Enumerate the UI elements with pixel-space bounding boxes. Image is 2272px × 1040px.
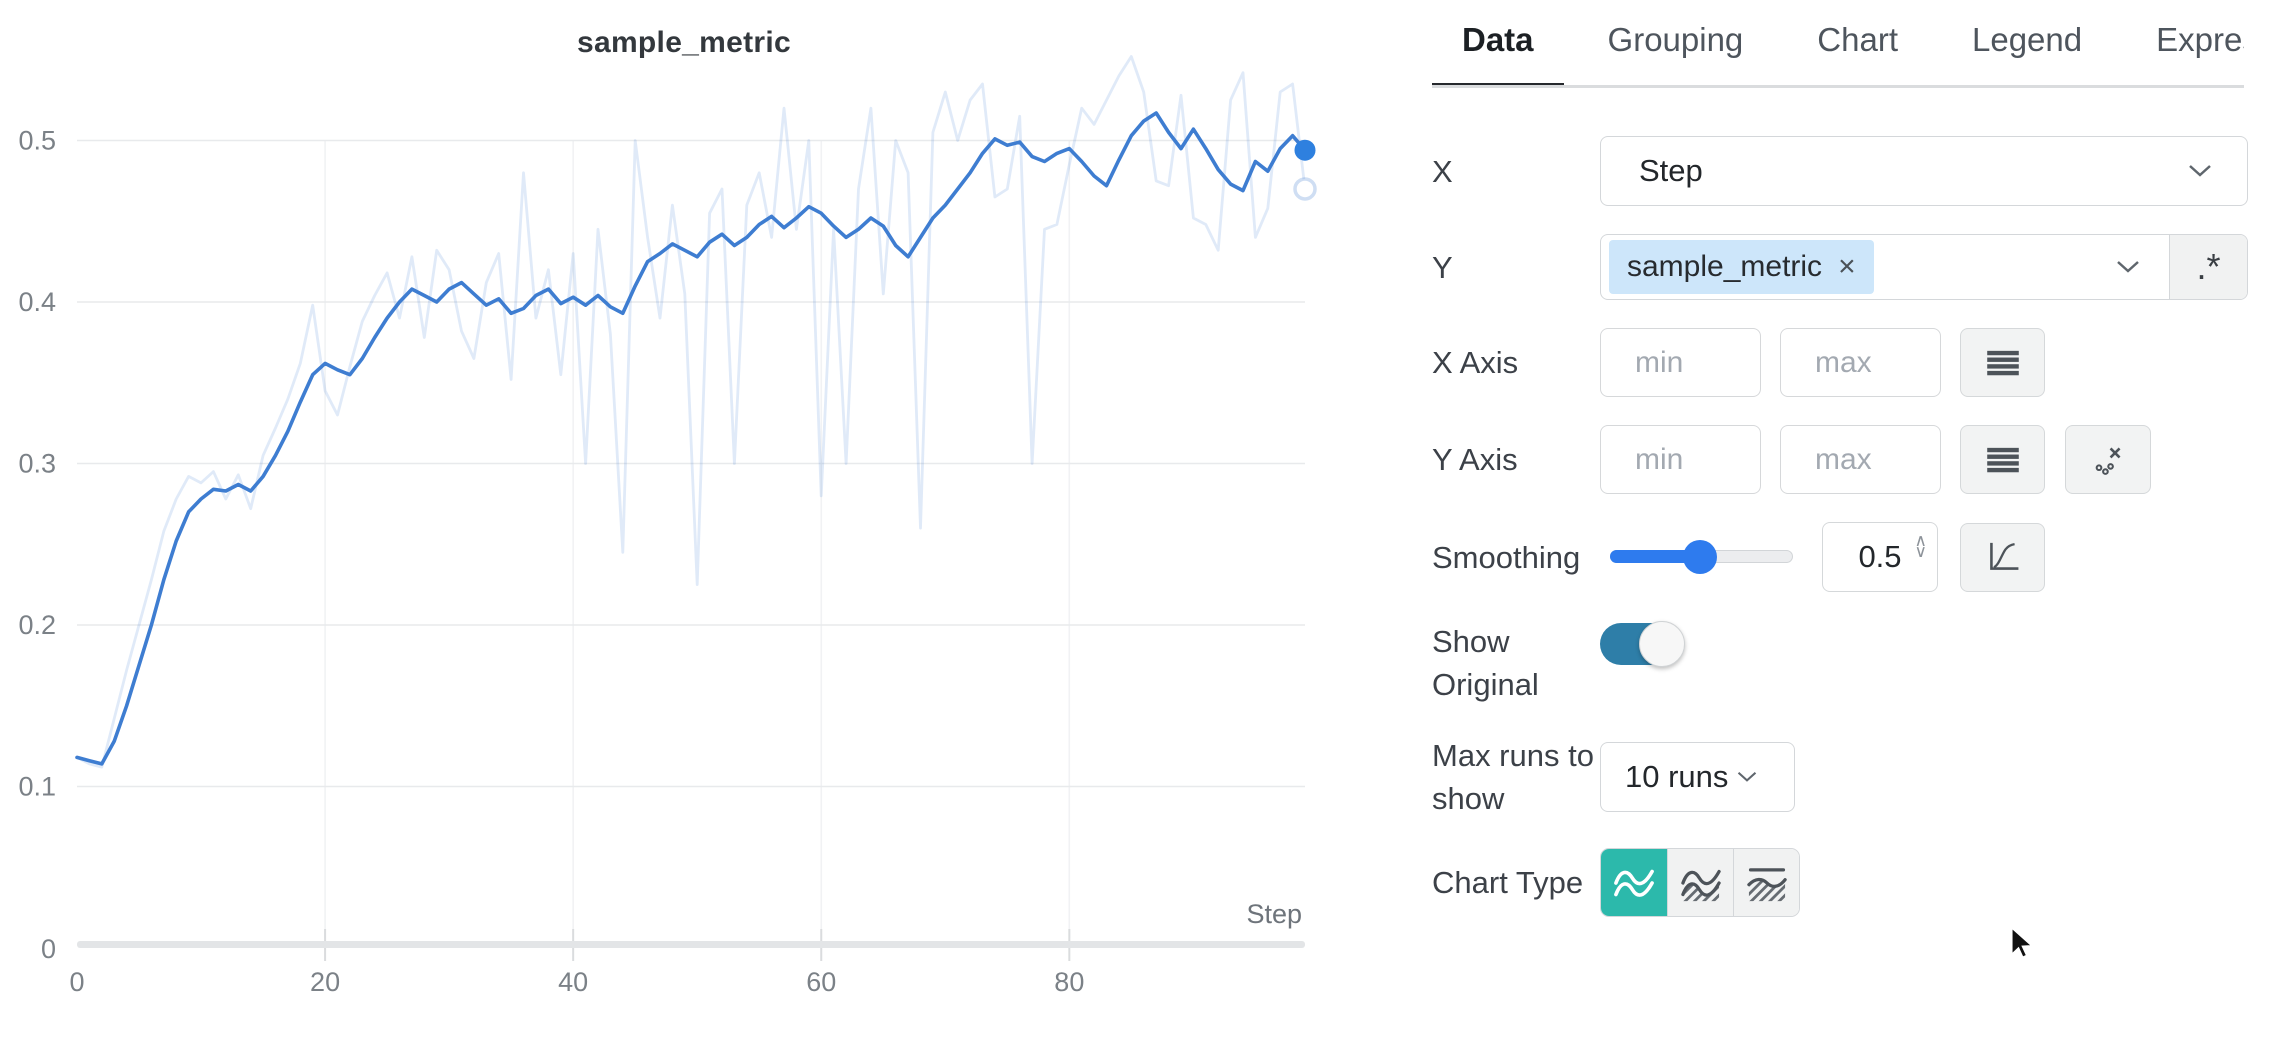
smoothing-row: Smoothing ∧ ∨ (1432, 522, 2272, 592)
chevron-down-icon (2117, 261, 2139, 273)
spinner-down-icon[interactable]: ∨ (1914, 542, 1927, 561)
y-metric-dropdown[interactable]: sample_metric × (1601, 235, 2169, 299)
log-scale-icon (1986, 350, 2019, 375)
x-axis-log-scale-button[interactable] (1960, 328, 2045, 397)
svg-text:60: 60 (806, 967, 836, 997)
show-original-row: Show Original (1432, 620, 2272, 706)
chart-type-line-button[interactable] (1601, 849, 1667, 916)
svg-text:0.1: 0.1 (18, 772, 56, 802)
x-axis-label: X Axis (1432, 345, 1519, 380)
svg-text:20: 20 (310, 967, 340, 997)
svg-text:0.5: 0.5 (18, 126, 56, 156)
max-runs-value: 10 runs (1625, 759, 1729, 794)
regex-toggle-button[interactable]: .* (2169, 235, 2247, 299)
y-axis-max-input[interactable] (1780, 425, 1941, 494)
svg-text:0: 0 (41, 934, 56, 964)
y-metric-chip: sample_metric × (1609, 240, 1874, 294)
smoothing-algorithm-button[interactable] (1960, 522, 2045, 592)
svg-text:80: 80 (1054, 967, 1084, 997)
tab-chart[interactable]: Chart (1787, 21, 1928, 85)
chart-type-area-button[interactable] (1667, 849, 1733, 916)
ignore-outliers-icon (2095, 447, 2121, 475)
y-axis-min-input[interactable] (1600, 425, 1761, 494)
smoothing-label: Smoothing (1432, 539, 1581, 575)
chart-settings-panel: Data Grouping Chart Legend Expressions X… (1432, 0, 2272, 1040)
tab-legend[interactable]: Legend (1942, 21, 2112, 85)
chart-type-minmax-button[interactable] (1733, 849, 1799, 916)
tab-data[interactable]: Data (1432, 21, 1564, 85)
max-runs-row: Max runs to show 10 runs (1432, 734, 2272, 820)
svg-text:40: 40 (558, 967, 588, 997)
mouse-cursor (2010, 925, 2036, 960)
tab-bar: Data Grouping Chart Legend Expressions (1432, 0, 2244, 88)
y-axis-label: Y Axis (1432, 442, 1518, 477)
chart-type-row: Chart Type (1432, 848, 2272, 917)
tab-expressions[interactable]: Expressions (2126, 21, 2244, 85)
svg-text:0: 0 (69, 967, 84, 997)
y-metric-select: sample_metric × .* (1600, 234, 2248, 300)
svg-text:0.4: 0.4 (18, 287, 56, 317)
svg-text:0.2: 0.2 (18, 610, 56, 640)
slider-fill (1610, 550, 1700, 563)
chevron-down-icon (1738, 771, 1757, 782)
toggle-knob (1639, 621, 1685, 667)
slider-thumb[interactable] (1682, 540, 1717, 574)
show-original-toggle[interactable] (1600, 621, 1685, 667)
x-axis-max-input[interactable] (1780, 328, 1941, 397)
chart-title: sample_metric (576, 26, 792, 59)
y-field-label: Y (1432, 249, 1453, 285)
svg-text:0.3: 0.3 (18, 449, 56, 479)
x-axis-min-input[interactable] (1600, 328, 1761, 397)
max-runs-label: Max runs to show (1432, 738, 1594, 816)
y-axis-log-scale-button[interactable] (1960, 425, 2045, 494)
smoothing-value-input[interactable] (1848, 539, 1912, 575)
smoothing-slider[interactable] (1610, 540, 1793, 574)
number-spinners: ∧ ∨ (1914, 531, 1927, 561)
x-field-label: X (1432, 153, 1453, 189)
y-field-row: Y sample_metric × .* (1432, 234, 2272, 300)
y-axis-row: Y Axis (1432, 425, 2272, 494)
area-plot-icon (1680, 869, 1721, 901)
spinner-up-icon[interactable]: ∧ (1914, 531, 1927, 550)
max-runs-select[interactable]: 10 runs (1600, 742, 1795, 812)
smoothing-curve-icon (1989, 542, 2018, 570)
chevron-down-icon (2189, 165, 2211, 177)
chart-type-group (1600, 848, 1800, 917)
x-field-row: X Step (1432, 136, 2272, 206)
data-tab-form: X Step Y sample_metric × (1432, 136, 2272, 917)
chart-panel: sample_metric 0 20 40 60 80 0 0.1 0.2 0.3 0.4 0.5 S… (0, 0, 1368, 1040)
smoothing-value-input-wrap: ∧ ∨ (1822, 522, 1938, 592)
show-original-label: Show Original (1432, 624, 1539, 702)
remove-metric-icon[interactable]: × (1838, 250, 1856, 283)
line-chart[interactable]: 0 20 40 60 80 0 0.1 0.2 0.3 0.4 0.5 Step (0, 0, 1368, 1040)
x-axis-row: X Axis (1432, 328, 2272, 397)
ignore-outliers-button[interactable] (2065, 425, 2151, 494)
svg-text:Step: Step (1246, 899, 1302, 929)
minmax-plot-icon (1746, 867, 1787, 901)
x-metric-select[interactable]: Step (1600, 136, 2248, 206)
chart-type-label: Chart Type (1432, 865, 1584, 900)
tab-grouping[interactable]: Grouping (1578, 21, 1774, 85)
y-metric-chip-label: sample_metric (1627, 250, 1823, 283)
x-metric-value: Step (1639, 153, 1703, 188)
line-plot-icon (1614, 869, 1654, 897)
log-scale-icon (1986, 447, 2019, 472)
